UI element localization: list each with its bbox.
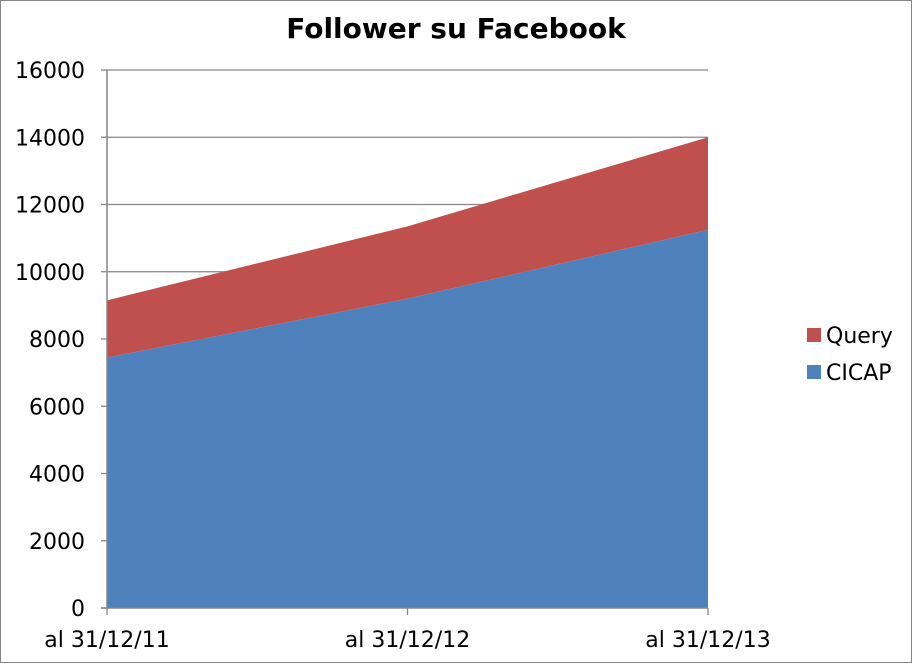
x-axis-tick-labels: al 31/12/11 al 31/12/12 al 31/12/13 <box>44 628 770 653</box>
legend-label-cicap: CICAP <box>826 361 892 386</box>
legend-swatch-query <box>807 328 821 342</box>
y-tick-label: 4000 <box>29 463 85 488</box>
area-series-cicap <box>107 229 708 608</box>
y-tick-label: 0 <box>71 597 85 622</box>
axes <box>101 69 709 615</box>
legend-swatch-cicap <box>807 365 821 379</box>
area-series <box>107 137 708 608</box>
y-tick-label: 6000 <box>29 395 85 420</box>
y-tick-label: 10000 <box>15 261 85 286</box>
y-tick-label: 16000 <box>15 59 85 84</box>
y-tick-label: 14000 <box>15 126 85 151</box>
legend-label-query: Query <box>826 324 893 349</box>
x-tick-label: al 31/12/12 <box>345 628 470 653</box>
chart-title: Follower su Facebook <box>286 12 627 45</box>
x-tick-label: al 31/12/11 <box>44 628 169 653</box>
x-tick-label: al 31/12/13 <box>645 628 770 653</box>
area-series-query <box>107 137 708 358</box>
y-axis-tick-labels: 0 2000 4000 6000 8000 10000 12000 14000 16000 <box>15 59 85 622</box>
y-tick-label: 12000 <box>15 194 85 219</box>
y-tick-label: 8000 <box>29 328 85 353</box>
legend: Query CICAP <box>807 324 893 386</box>
y-tick-label: 2000 <box>29 530 85 555</box>
